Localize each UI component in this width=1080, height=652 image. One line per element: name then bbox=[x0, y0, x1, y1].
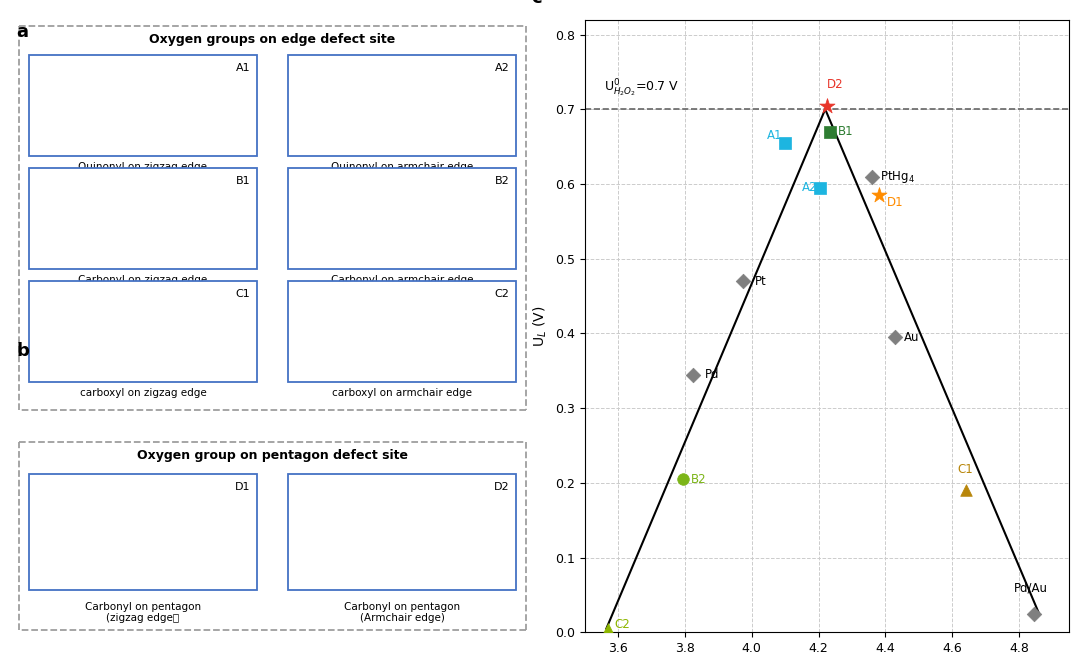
Text: D1: D1 bbox=[235, 482, 251, 492]
Text: C1: C1 bbox=[235, 289, 251, 299]
Text: U$^0_{H_2O_2}$=0.7 V: U$^0_{H_2O_2}$=0.7 V bbox=[604, 78, 679, 99]
FancyBboxPatch shape bbox=[29, 281, 257, 382]
Point bbox=[819, 100, 836, 111]
Point bbox=[685, 370, 702, 380]
Point bbox=[863, 171, 880, 182]
Text: D2: D2 bbox=[494, 482, 510, 492]
Text: B2: B2 bbox=[690, 473, 706, 486]
Point bbox=[887, 332, 904, 342]
Text: Pd/Au: Pd/Au bbox=[1014, 581, 1048, 594]
Point bbox=[734, 276, 752, 286]
FancyBboxPatch shape bbox=[288, 55, 516, 156]
Text: Carbonyl on armchair edge: Carbonyl on armchair edge bbox=[330, 275, 473, 285]
Text: Quinonyl on armchair edge: Quinonyl on armchair edge bbox=[330, 162, 473, 172]
FancyBboxPatch shape bbox=[288, 168, 516, 269]
Text: D1: D1 bbox=[887, 196, 904, 209]
Text: C2: C2 bbox=[615, 619, 631, 632]
FancyBboxPatch shape bbox=[29, 168, 257, 269]
Text: A1: A1 bbox=[767, 129, 782, 142]
FancyBboxPatch shape bbox=[29, 474, 257, 590]
Y-axis label: U$_L$ (V): U$_L$ (V) bbox=[532, 305, 550, 347]
Point bbox=[822, 126, 839, 137]
Point bbox=[599, 623, 617, 634]
Text: Carbonyl on zigzag edge: Carbonyl on zigzag edge bbox=[79, 275, 207, 285]
Text: carboxyl on armchair edge: carboxyl on armchair edge bbox=[332, 388, 472, 398]
Point bbox=[675, 474, 692, 484]
Text: D2: D2 bbox=[827, 78, 843, 91]
Text: B1: B1 bbox=[235, 176, 251, 186]
Text: A2: A2 bbox=[495, 63, 510, 73]
Text: carboxyl on zigzag edge: carboxyl on zigzag edge bbox=[80, 388, 206, 398]
Text: c: c bbox=[531, 0, 542, 7]
Text: Oxygen groups on edge defect site: Oxygen groups on edge defect site bbox=[149, 33, 395, 46]
Text: a: a bbox=[16, 23, 28, 41]
Text: Quinonyl on zigzag edge: Quinonyl on zigzag edge bbox=[79, 162, 207, 172]
Text: A2: A2 bbox=[801, 181, 818, 194]
Point bbox=[870, 190, 888, 200]
Text: Carbonyl on pentagon
(zigzag edge）: Carbonyl on pentagon (zigzag edge） bbox=[85, 602, 201, 623]
Point bbox=[811, 183, 828, 193]
Text: Pt: Pt bbox=[755, 274, 767, 288]
Text: C2: C2 bbox=[495, 289, 510, 299]
Text: Au: Au bbox=[904, 331, 919, 344]
Point bbox=[777, 138, 794, 148]
FancyBboxPatch shape bbox=[288, 474, 516, 590]
Text: b: b bbox=[16, 342, 29, 361]
Text: Carbonyl on pentagon
(Armchair edge): Carbonyl on pentagon (Armchair edge) bbox=[343, 602, 460, 623]
Text: A1: A1 bbox=[235, 63, 251, 73]
Text: C1: C1 bbox=[957, 463, 973, 476]
Text: PtHg$_4$: PtHg$_4$ bbox=[880, 168, 915, 185]
Point bbox=[957, 485, 974, 496]
FancyBboxPatch shape bbox=[29, 55, 257, 156]
Point bbox=[1026, 608, 1043, 619]
Text: B2: B2 bbox=[495, 176, 510, 186]
Text: B1: B1 bbox=[838, 125, 853, 138]
Text: Pd: Pd bbox=[705, 368, 719, 381]
FancyBboxPatch shape bbox=[288, 281, 516, 382]
Text: Oxygen group on pentagon defect site: Oxygen group on pentagon defect site bbox=[137, 449, 408, 462]
